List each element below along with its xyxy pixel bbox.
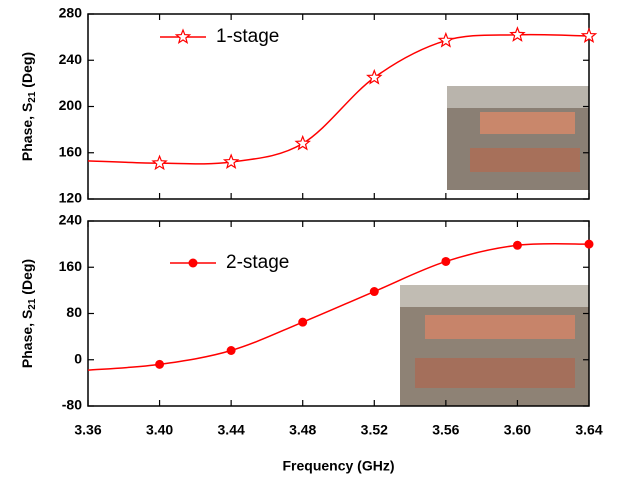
y-axis-label-part: 21 xyxy=(27,298,38,310)
y-tick-label: 240 xyxy=(59,212,83,228)
marker xyxy=(441,257,450,266)
marker xyxy=(298,318,307,327)
y-tick-label: 240 xyxy=(59,51,83,67)
marker xyxy=(227,346,236,355)
y-axis-label-part: (Deg) xyxy=(19,259,35,299)
marker xyxy=(153,156,166,169)
y-tick-label: 0 xyxy=(74,350,82,366)
marker xyxy=(296,137,309,150)
y-tick-label: 120 xyxy=(59,190,83,206)
x-tick-label: 3.64 xyxy=(575,422,602,438)
marker xyxy=(155,360,164,369)
chart: 120160200240280Phase, S21 (Deg)1-stage-8… xyxy=(0,0,619,485)
marker xyxy=(439,34,452,47)
y-tick-label: 280 xyxy=(59,5,83,21)
legend-label: 1-stage xyxy=(216,26,279,47)
x-tick-label: 3.36 xyxy=(74,422,101,438)
x-tick-label: 3.52 xyxy=(361,422,388,438)
marker xyxy=(176,30,189,43)
x-tick-label: 3.44 xyxy=(218,422,245,438)
y-tick-label: 160 xyxy=(59,143,83,159)
inset-board xyxy=(470,148,580,172)
marker xyxy=(513,241,522,250)
y-axis-label: Phase, S21 (Deg) xyxy=(19,259,38,368)
y-tick-label: 200 xyxy=(59,97,83,113)
marker xyxy=(370,287,379,296)
y-axis-label: Phase, S21 (Deg) xyxy=(19,52,38,161)
inset-board xyxy=(480,112,575,134)
y-tick-label: 80 xyxy=(66,304,82,320)
marker xyxy=(224,155,237,168)
x-tick-label: 3.48 xyxy=(289,422,316,438)
y-tick-label: 160 xyxy=(59,258,83,274)
inset-board xyxy=(425,315,575,339)
legend-label: 2-stage xyxy=(226,252,289,273)
x-tick-label: 3.56 xyxy=(432,422,459,438)
y-tick-label: -80 xyxy=(62,397,82,413)
y-axis-label-part: (Deg) xyxy=(19,52,35,92)
x-tick-label: 3.60 xyxy=(504,422,531,438)
marker xyxy=(585,240,594,249)
x-tick-label: 3.40 xyxy=(146,422,173,438)
y-axis-label-part: Phase, S xyxy=(19,310,35,368)
marker xyxy=(511,28,524,41)
x-axis-label: Frequency (GHz) xyxy=(282,458,394,474)
marker xyxy=(189,259,198,268)
inset-board xyxy=(415,358,575,388)
y-axis-label-part: Phase, S xyxy=(19,103,35,161)
inset-ruler xyxy=(447,86,589,108)
y-axis-label-part: 21 xyxy=(27,91,38,103)
inset-ruler xyxy=(400,285,589,307)
